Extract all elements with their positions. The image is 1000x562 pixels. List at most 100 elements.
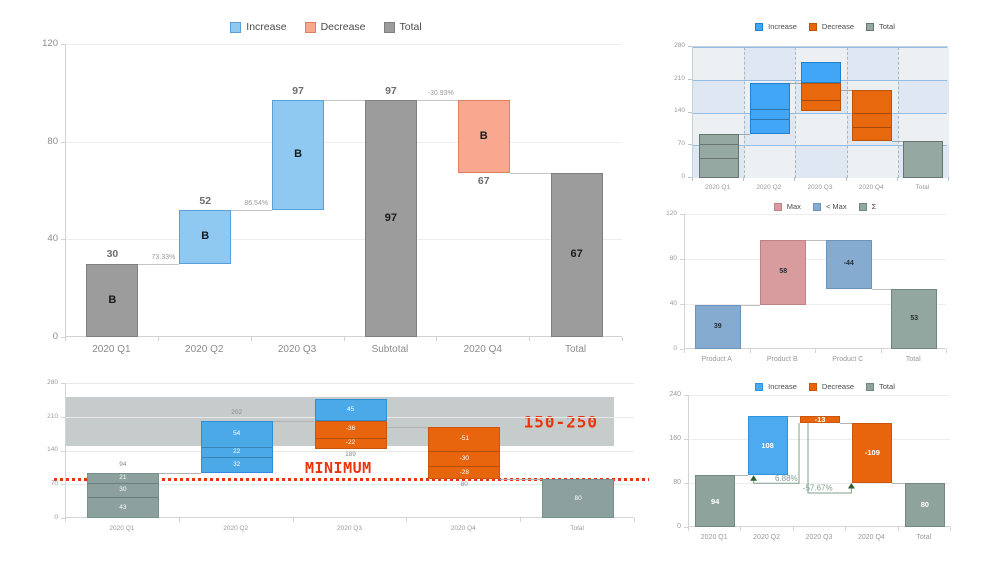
legend-item-increase[interactable]: Increase [755,382,797,391]
bar-segment-divider [750,108,789,110]
bar-band-2020-q1[interactable] [86,472,159,518]
legend-label: Σ [871,202,877,211]
bar-percent-2020-q4[interactable] [852,423,893,483]
legend-swatch-icon [812,202,821,211]
bar-band-2020-q3[interactable] [314,420,387,449]
chart-waterfall-range-band: 150-250 MINIMUM 43 30 21 94 32 22 54 202 45 -36 -22 1… [8,374,649,560]
x-axis-tick [622,337,623,341]
plot-area: 73.33% 86.54% -30.93% B 30 B 52 B 97 97 97 B 67 67 [65,44,622,337]
bar-main-total[interactable] [550,173,603,337]
legend-item-decrease[interactable]: Decrease [808,382,855,391]
bar-main-2020-q2[interactable] [179,210,232,264]
connector-line [789,83,801,85]
bar-segment-divider [201,446,272,448]
bar-mini-2020-q3[interactable] [801,62,841,84]
chart-waterfall-grid-mini: Increase Decrease Total 0 70 140 210 280 2020 Q1… [658,8,992,192]
y-axis-label: 80 [47,135,58,147]
x-axis-label-product-c: Product C [832,356,864,363]
legend-swatch-icon [866,22,875,31]
legend-item-increase[interactable]: Increase [755,22,797,31]
legend-item-decrease[interactable]: Decrease [304,21,366,33]
bar-segment-divider [699,143,738,145]
grid-cell [693,47,745,80]
bar-percent-total[interactable] [904,483,945,527]
bar-segment-divider [429,465,500,467]
bar-band-total[interactable] [542,479,615,518]
bar-band-2020-q2[interactable] [200,420,273,473]
grid-cell [897,79,949,113]
x-axis-label-2020-q2: 2020 Q2 [753,534,781,541]
gridline-vertical [897,47,899,178]
bar-total-label-above: 202 [231,409,243,417]
legend-item-decrease[interactable]: Decrease [808,22,854,31]
y-axis-tick [61,450,65,452]
y-axis-label: 280 [674,41,685,49]
bar-main-subtotal[interactable] [364,100,417,337]
bar-total-label-below: 67 [477,175,490,188]
legend-item-total[interactable]: Total [866,22,895,31]
bar-products-product-b[interactable] [760,239,807,306]
bar-products-product-a[interactable] [694,305,741,349]
bar-total-label-above: 30 [106,248,119,261]
bar-mini-2020-q4[interactable] [852,89,893,141]
y-axis-tick [688,46,692,47]
y-axis-label: 210 [47,412,58,420]
legend-item--[interactable]: Σ [858,202,877,211]
gridline [66,450,634,452]
x-axis-label-2020-q1: 2020 Q1 [700,534,728,541]
x-axis-label-2020-q1: 2020 Q1 [92,344,131,355]
bar-main-2020-q1[interactable] [86,263,139,337]
legend-item-total[interactable]: Total [866,382,895,391]
grid-cell [693,79,745,113]
bar-percent-2020-q1[interactable] [695,475,736,527]
connector-line [324,100,365,102]
bar-segment-label: 32 [233,460,241,468]
legend: Increase Decrease Total [658,382,992,391]
x-axis-tick [250,337,252,341]
legend-label: Decrease [821,382,855,391]
bar-products-product-c[interactable] [825,239,872,290]
x-axis-tick [897,527,899,531]
bar-segment-divider [853,113,892,115]
legend-item-increase[interactable]: Increase [230,21,287,33]
y-axis-tick [684,439,688,440]
bar-percent-2020-q3[interactable] [800,415,840,424]
legend-item-max[interactable]: Max [773,202,801,211]
bar-value-label: 94 [711,496,720,506]
x-axis-tick [343,337,345,341]
bar-mini-total[interactable] [903,140,944,178]
bar-mini-2020-q2[interactable] [749,83,790,134]
legend-swatch-icon [755,382,764,391]
range-band-label: 150-250 [523,412,598,432]
x-axis-label-subtotal: Subtotal [371,344,409,355]
legend: Max < Max Σ [658,202,992,211]
bar-segment-divider [429,451,500,453]
x-axis-tick [529,337,531,341]
bar-mini-2020-q3[interactable] [801,83,841,111]
bar-mini-2020-q1[interactable] [698,134,739,178]
connector-line [841,89,853,91]
bar-value-label: 80 [574,494,582,502]
bar-main-2020-q4[interactable] [457,100,510,174]
y-axis-tick [61,239,65,241]
bar-band-2020-q4[interactable] [428,426,501,480]
x-axis-label-2020-q1: 2020 Q1 [705,184,731,191]
legend-item-total[interactable]: Total [383,21,422,33]
legend-label: Increase [768,22,797,31]
bar-value-label: 39 [713,322,722,330]
gridline [693,47,947,48]
x-axis-label-2020-q4: 2020 Q4 [463,344,502,355]
x-axis-tick [684,349,685,353]
bar-band-2020-q3[interactable] [314,398,387,421]
grid-cell [846,47,898,80]
x-axis-label-total: Total [915,184,930,191]
y-axis-label: 0 [673,344,677,352]
grid-cell [897,47,949,80]
y-axis-label: 70 [677,140,685,148]
y-axis-label: 80 [673,478,681,486]
bar-main-2020-q3[interactable] [272,100,325,211]
legend-item--max[interactable]: < Max [812,202,847,211]
connector-line [892,140,904,142]
bar-products-total[interactable] [891,289,938,349]
bar-total-label-below: 80 [460,481,468,489]
